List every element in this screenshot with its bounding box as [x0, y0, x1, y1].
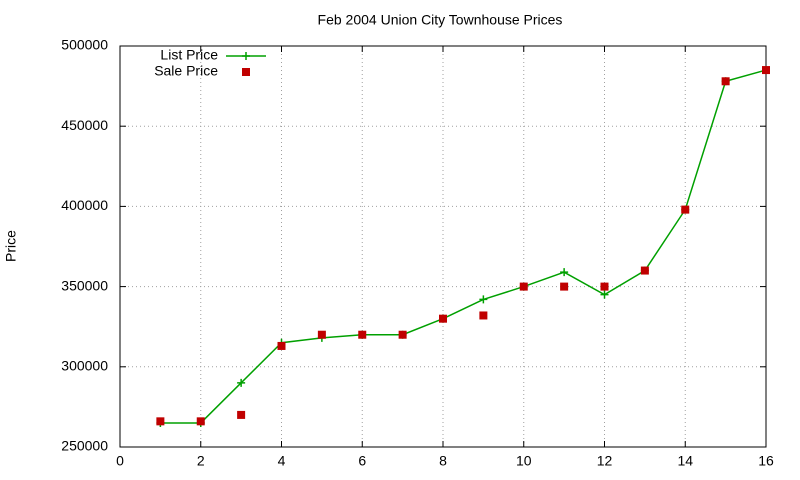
y-tick-label: 450000 [61, 117, 108, 133]
legend-label: Sale Price [154, 63, 218, 79]
legend-marker [242, 68, 250, 76]
data-point [519, 282, 528, 291]
x-tick-label: 2 [197, 453, 205, 469]
x-tick-label: 14 [677, 453, 693, 469]
x-tick-label: 8 [439, 453, 447, 469]
data-point [560, 282, 569, 291]
data-point [762, 66, 770, 75]
y-tick-label: 350000 [61, 277, 108, 293]
data-point [277, 341, 286, 350]
data-point [479, 311, 488, 320]
x-tick-label: 12 [597, 453, 613, 469]
data-point [237, 378, 246, 387]
data-point [640, 266, 649, 275]
data-line [160, 69, 767, 424]
y-tick-label: 400000 [61, 197, 108, 213]
data-point [600, 282, 609, 291]
x-tick-label: 6 [358, 453, 366, 469]
data-point [156, 417, 165, 426]
data-point [317, 330, 326, 339]
data-point [358, 330, 367, 339]
data-point [398, 330, 407, 339]
data-point [560, 268, 569, 277]
data-point [479, 295, 488, 304]
data-point [237, 410, 246, 419]
y-tick-label: 500000 [61, 37, 108, 53]
x-tick-label: 10 [516, 453, 532, 469]
chart-title: Feb 2004 Union City Townhouse Prices [318, 12, 563, 28]
y-tick-label: 300000 [61, 358, 108, 374]
y-tick-label: 250000 [61, 438, 108, 454]
legend-label: List Price [160, 47, 218, 63]
data-point [600, 290, 609, 299]
plot-frame [119, 45, 767, 448]
data-point [439, 314, 447, 323]
legend-marker [242, 52, 250, 60]
data-point [721, 77, 730, 86]
data-point [196, 417, 205, 426]
x-tick-label: 16 [758, 453, 774, 469]
x-tick-label: 4 [278, 453, 286, 469]
x-tick-label: 0 [116, 453, 124, 469]
data-point [681, 205, 690, 214]
y-axis-label: Price [3, 230, 19, 262]
